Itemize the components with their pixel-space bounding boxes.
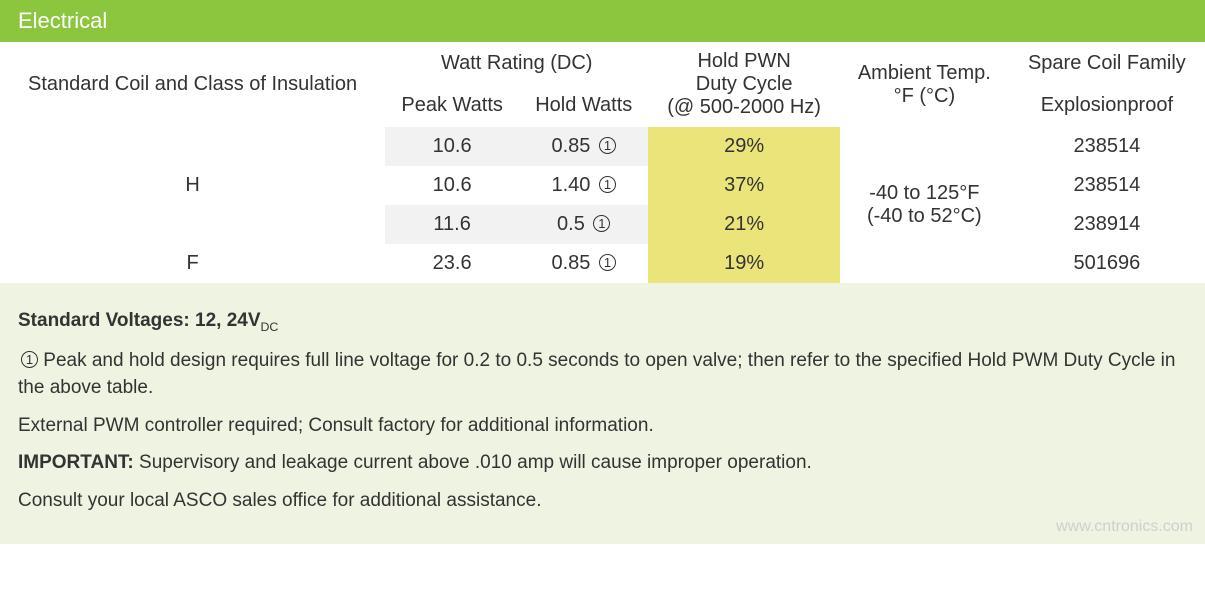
cell-peak: 10.6 [385, 166, 519, 205]
col-pwm: Hold PWN Duty Cycle (@ 500-2000 Hz) [648, 42, 840, 127]
cell-peak: 10.6 [385, 127, 519, 166]
col-explosion: Explosionproof [1009, 85, 1205, 128]
cell-ambient: -40 to 125°F (-40 to 52°C) [840, 127, 1009, 283]
cell-hold: 0.85 1 [519, 244, 648, 283]
cell-pwm: 19% [648, 244, 840, 283]
pwm-l1: Hold PWN [697, 50, 790, 72]
hold-val: 0.85 [551, 252, 590, 274]
cell-part: 238914 [1009, 205, 1205, 244]
voltages-sub: DC [261, 320, 279, 334]
electrical-table: Standard Coil and Class of Insulation Wa… [0, 42, 1205, 283]
ambient-l1: Ambient Temp. [858, 62, 991, 84]
ambient-v1: -40 to 125°F [869, 182, 979, 204]
cell-part: 238514 [1009, 127, 1205, 166]
hold-val: 0.5 [557, 213, 585, 235]
table-row: F 23.6 0.85 1 19% 501696 [0, 244, 1205, 283]
table-row: H 10.6 0.85 1 29% -40 to 125°F (-40 to 5… [0, 127, 1205, 166]
col-peak: Peak Watts [385, 85, 519, 128]
cell-hold: 1.40 1 [519, 166, 648, 205]
col-coil: Standard Coil and Class of Insulation [0, 42, 385, 127]
note-1-text: Peak and hold design requires full line … [18, 350, 1175, 399]
note-mark-icon: 1 [593, 215, 610, 232]
col-ambient: Ambient Temp. °F (°C) [840, 42, 1009, 127]
col-hold: Hold Watts [519, 85, 648, 128]
pwm-l2: Duty Cycle [696, 73, 793, 95]
hold-val: 1.40 [551, 174, 590, 196]
note-2: External PWM controller required; Consul… [18, 412, 1187, 440]
note-3: IMPORTANT: Supervisory and leakage curre… [18, 449, 1187, 477]
cell-peak: 23.6 [385, 244, 519, 283]
voltages-value: 12, 24V [195, 310, 261, 331]
col-watt-group: Watt Rating (DC) [385, 42, 648, 85]
note-3-text: Supervisory and leakage current above .0… [134, 452, 812, 473]
note-4: Consult your local ASCO sales office for… [18, 487, 1187, 515]
cell-pwm: 21% [648, 205, 840, 244]
hold-val: 0.85 [551, 135, 590, 157]
cell-part: 238514 [1009, 166, 1205, 205]
voltages-label: Standard Voltages: [18, 310, 195, 331]
note-3-label: IMPORTANT: [18, 452, 134, 473]
cell-coil: F [0, 244, 385, 283]
cell-pwm: 29% [648, 127, 840, 166]
ambient-l2: °F (°C) [894, 85, 956, 107]
watermark: www.cntronics.com [1056, 518, 1193, 536]
cell-part: 501696 [1009, 244, 1205, 283]
col-spare-group: Spare Coil Family [1009, 42, 1205, 85]
section-title: Electrical [18, 8, 107, 33]
cell-hold: 0.85 1 [519, 127, 648, 166]
ambient-v2: (-40 to 52°C) [867, 205, 982, 227]
pwm-l3: (@ 500-2000 Hz) [667, 96, 821, 118]
note-mark-icon: 1 [599, 176, 616, 193]
note-mark-icon: 1 [599, 254, 616, 271]
note-voltages: Standard Voltages: 12, 24VDC [18, 307, 1187, 337]
cell-coil: H [0, 127, 385, 244]
note-1: 1 Peak and hold design requires full lin… [18, 347, 1187, 402]
cell-pwm: 37% [648, 166, 840, 205]
note-mark-icon: 1 [599, 137, 616, 154]
notes-section: Standard Voltages: 12, 24VDC 1 Peak and … [0, 283, 1205, 544]
section-header: Electrical [0, 0, 1205, 42]
note-mark-icon: 1 [21, 351, 38, 368]
cell-hold: 0.5 1 [519, 205, 648, 244]
cell-peak: 11.6 [385, 205, 519, 244]
